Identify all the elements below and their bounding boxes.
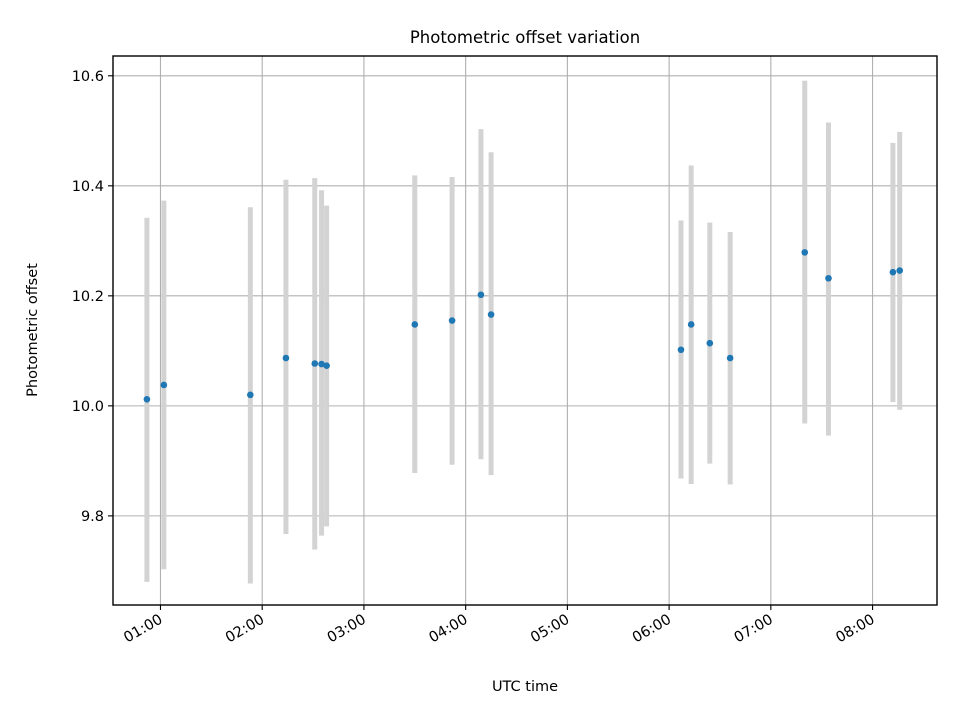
x-tick-label: 08:00 bbox=[833, 612, 877, 647]
x-axis-ticks: 01:00 02:00 03:00 04:00 05:00 06:00 07:00 08:00 bbox=[121, 605, 878, 647]
data-point bbox=[311, 360, 319, 367]
y-tick-label: 10.4 bbox=[72, 179, 104, 195]
data-point bbox=[801, 249, 809, 256]
y-tick-label: 9.8 bbox=[81, 509, 104, 525]
y-axis-ticks: 9.8 10.0 10.2 10.4 10.6 bbox=[72, 69, 113, 525]
data-point bbox=[889, 268, 897, 276]
y-axis-label: Photometric offset bbox=[25, 263, 41, 397]
data-point bbox=[896, 267, 903, 274]
x-tick-label: 02:00 bbox=[223, 612, 267, 647]
x-tick-label: 06:00 bbox=[630, 612, 674, 647]
x-tick-label: 01:00 bbox=[121, 612, 165, 647]
data-point bbox=[448, 317, 456, 324]
data-point bbox=[143, 395, 151, 403]
y-tick-label: 10.0 bbox=[72, 399, 104, 415]
error-bars bbox=[144, 80, 903, 584]
x-tick-label: 03:00 bbox=[325, 612, 369, 647]
data-point bbox=[477, 291, 485, 299]
x-tick-label: 04:00 bbox=[426, 612, 470, 647]
data-point bbox=[706, 339, 714, 347]
data-point bbox=[677, 346, 685, 354]
chart-title: Photometric offset variation bbox=[410, 28, 640, 47]
data-point bbox=[160, 381, 168, 389]
y-tick-label: 10.2 bbox=[72, 289, 104, 305]
data-point bbox=[411, 321, 419, 328]
data-point bbox=[726, 354, 734, 362]
data-point bbox=[687, 321, 695, 328]
x-axis-label: UTC time bbox=[492, 679, 558, 695]
x-tick-label: 07:00 bbox=[732, 612, 776, 647]
data-point bbox=[487, 311, 495, 318]
data-points bbox=[143, 249, 903, 403]
y-tick-label: 10.6 bbox=[72, 69, 104, 85]
grid-lines bbox=[113, 56, 937, 605]
data-point bbox=[318, 360, 325, 368]
data-point bbox=[282, 354, 290, 362]
data-point bbox=[825, 274, 832, 282]
data-point bbox=[323, 362, 330, 370]
data-point bbox=[247, 391, 254, 399]
plot-frame bbox=[112, 55, 938, 606]
x-tick-label: 05:00 bbox=[528, 612, 572, 647]
